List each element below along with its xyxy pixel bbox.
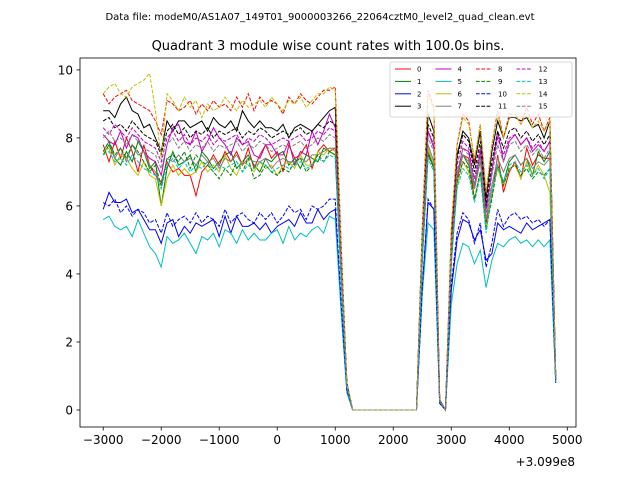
legend-label-4: 4 — [458, 66, 463, 74]
chart-title: Quadrant 3 module wise count rates with … — [152, 39, 505, 54]
x-tick-label: −2000 — [141, 433, 182, 447]
legend-label-0: 0 — [417, 66, 421, 74]
legend-label-15: 15 — [539, 103, 548, 111]
legend-label-7: 7 — [458, 103, 462, 111]
legend-label-10: 10 — [498, 90, 507, 98]
x-tick-label: −1000 — [199, 433, 240, 447]
x-tick-label: 2000 — [378, 433, 409, 447]
series-line-7 — [102, 140, 557, 412]
y-tick-label: 6 — [65, 199, 73, 213]
x-tick-label: 1000 — [320, 433, 351, 447]
legend-label-2: 2 — [417, 90, 421, 98]
legend-label-14: 14 — [539, 90, 548, 98]
x-tick-label: 0 — [273, 433, 281, 447]
series-line-9 — [102, 140, 557, 412]
legend-label-9: 9 — [498, 78, 502, 86]
y-tick-label: 10 — [58, 63, 73, 77]
plot-frame — [79, 57, 577, 428]
x-tick-label: 5000 — [552, 433, 583, 447]
legend-label-8: 8 — [498, 66, 502, 74]
series-line-8 — [102, 86, 557, 412]
y-tick-label: 0 — [65, 403, 73, 417]
series-line-3 — [103, 96, 557, 412]
series-line-2 — [102, 191, 557, 412]
series-line-5 — [102, 215, 557, 412]
legend-label-5: 5 — [458, 78, 462, 86]
y-axis: 0 2 4 6 8 10 — [58, 63, 80, 417]
x-axis: −3000 −2000 −1000 0 1000 2000 3000 4000 5000 — [83, 427, 583, 447]
legend-label-1: 1 — [417, 78, 421, 86]
series-line-14 — [102, 72, 557, 412]
y-tick-label: 8 — [65, 131, 73, 145]
x-offset-label: +3.099e8 — [516, 455, 575, 469]
series-line-11 — [102, 116, 557, 412]
legend-label-3: 3 — [417, 103, 421, 111]
legend-label-13: 13 — [539, 78, 548, 86]
legend-label-6: 6 — [458, 90, 463, 98]
series-line-10 — [102, 197, 557, 412]
y-tick-label: 4 — [65, 267, 73, 281]
series-line-15 — [102, 130, 557, 412]
legend-label-12: 12 — [539, 66, 548, 74]
series-layer — [102, 72, 557, 412]
legend-label-11: 11 — [498, 103, 507, 111]
legend-box — [389, 61, 573, 118]
x-tick-label: 3000 — [436, 433, 467, 447]
data-file-suptitle: Data file: modeM0/AS1A07_149T01_90000032… — [105, 12, 534, 23]
x-tick-label: 4000 — [494, 433, 525, 447]
series-line-13 — [102, 150, 557, 412]
x-tick-label: −3000 — [83, 433, 124, 447]
y-tick-label: 2 — [65, 335, 73, 349]
